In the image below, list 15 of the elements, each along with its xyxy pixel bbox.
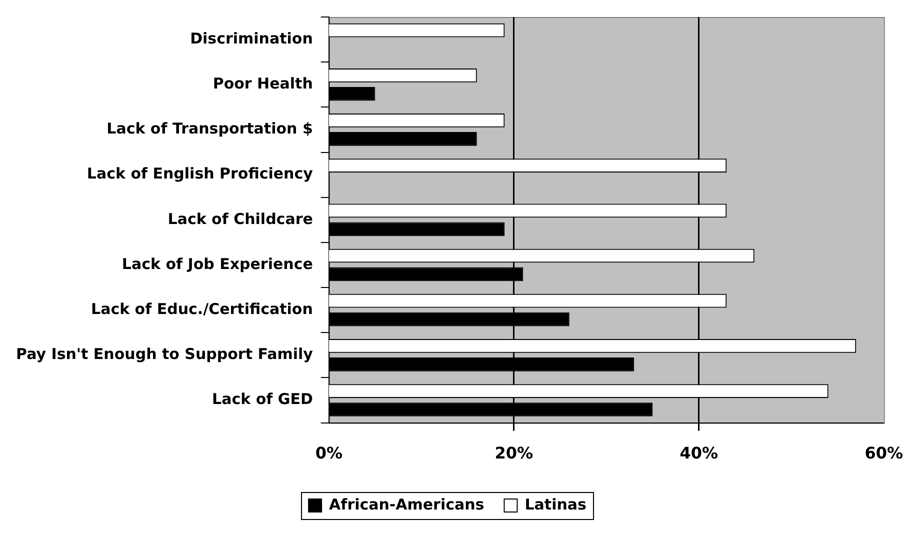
x-tick-label: 40% (680, 444, 718, 463)
y-tick-label: Lack of GED (212, 390, 313, 408)
x-tick-label: 60% (864, 444, 903, 463)
y-tick-label: Pay Isn't Enough to Support Family (16, 345, 314, 364)
legend-label: African-Americans (329, 495, 484, 514)
y-tick-label: Lack of Transportation $ (106, 120, 313, 138)
x-tick-label: 0% (315, 444, 342, 463)
x-tick-label: 20% (494, 444, 534, 463)
legend-label: Latinas (524, 495, 587, 514)
y-tick-label: Lack of Job Experience (122, 254, 313, 273)
y-tick-label: Discrimination (190, 29, 313, 48)
y-tick-label: Lack of Educ./Certification (91, 300, 313, 318)
y-tick-label: Poor Health (212, 74, 313, 93)
y-tick-label: Lack of English Proficiency (86, 164, 314, 183)
y-tick-label: Lack of Childcare (168, 210, 313, 228)
